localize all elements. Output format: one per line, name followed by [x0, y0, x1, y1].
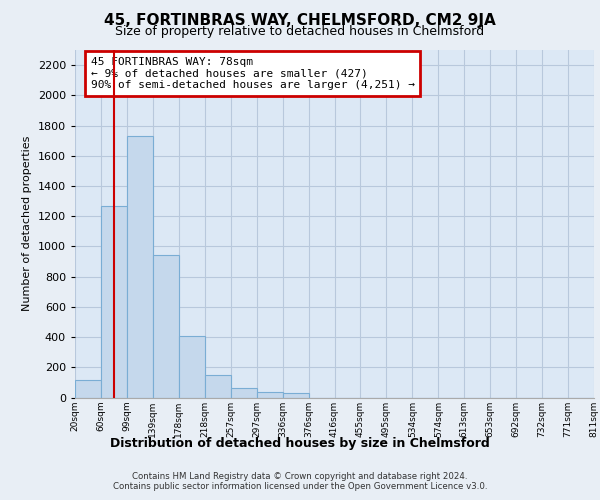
Bar [127, 136, 153, 398]
Text: Size of property relative to detached houses in Chelmsford: Size of property relative to detached ho… [115, 25, 485, 38]
Y-axis label: Number of detached properties: Number of detached properties [22, 136, 32, 312]
Text: 45 FORTINBRAS WAY: 78sqm
← 9% of detached houses are smaller (427)
90% of semi-d: 45 FORTINBRAS WAY: 78sqm ← 9% of detache… [91, 57, 415, 90]
Bar [153, 256, 179, 398]
Text: Contains public sector information licensed under the Open Government Licence v3: Contains public sector information licen… [113, 482, 487, 491]
Bar [101, 206, 127, 398]
Text: 45, FORTINBRAS WAY, CHELMSFORD, CM2 9JA: 45, FORTINBRAS WAY, CHELMSFORD, CM2 9JA [104, 12, 496, 28]
Bar [230, 388, 257, 398]
Text: Contains HM Land Registry data © Crown copyright and database right 2024.: Contains HM Land Registry data © Crown c… [132, 472, 468, 481]
Bar [283, 394, 308, 398]
Bar [205, 375, 230, 398]
Text: Distribution of detached houses by size in Chelmsford: Distribution of detached houses by size … [110, 438, 490, 450]
Bar [179, 336, 205, 398]
Bar [257, 392, 283, 398]
Bar [75, 380, 101, 398]
